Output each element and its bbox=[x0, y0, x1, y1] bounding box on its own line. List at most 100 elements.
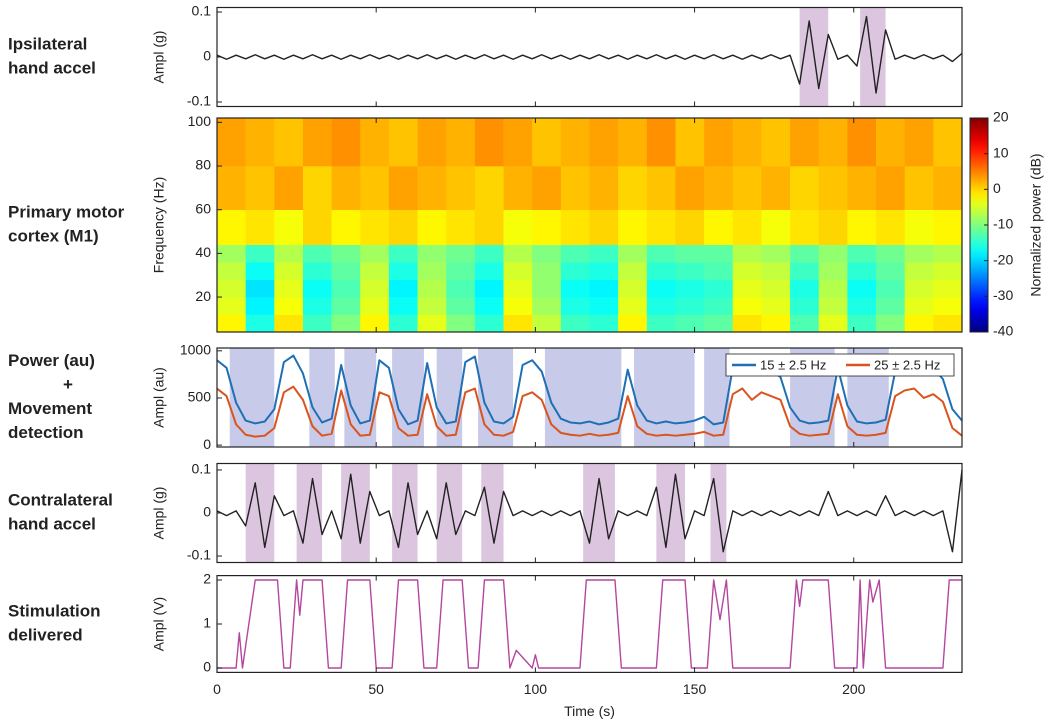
heatmap-cell bbox=[446, 244, 476, 263]
y-tick-label: 60 bbox=[195, 200, 211, 216]
heatmap-cell bbox=[302, 262, 332, 280]
heatmap-cell bbox=[331, 279, 361, 298]
heatmap-cell bbox=[217, 118, 246, 167]
panel-title: + bbox=[63, 375, 73, 394]
heatmap-cell bbox=[790, 244, 820, 263]
heatmap-cell bbox=[904, 244, 934, 263]
heatmap-cell bbox=[704, 314, 734, 333]
heatmap-cell bbox=[933, 314, 963, 333]
heatmap-cell bbox=[761, 297, 791, 315]
heatmap-cell bbox=[417, 314, 447, 333]
heatmap-cell bbox=[331, 297, 361, 315]
heatmap-cell bbox=[675, 262, 705, 280]
heatmap-cell bbox=[761, 118, 791, 167]
heatmap-cell bbox=[646, 279, 676, 298]
heatmap-cell bbox=[761, 166, 791, 211]
x-tick-label: 200 bbox=[842, 681, 866, 697]
x-tick-label: 150 bbox=[683, 681, 707, 697]
heatmap-cell bbox=[847, 244, 877, 263]
heatmap-cell bbox=[732, 314, 762, 333]
movement-period bbox=[436, 348, 463, 447]
y-tick-label: 1000 bbox=[180, 342, 211, 358]
heatmap-cell bbox=[589, 209, 619, 245]
heatmap-cell bbox=[704, 118, 734, 167]
heatmap-cell bbox=[876, 262, 905, 280]
heatmap-cell bbox=[474, 314, 504, 333]
heatmap-cell bbox=[847, 297, 877, 315]
heatmap-cell bbox=[245, 262, 275, 280]
heatmap-cell bbox=[532, 166, 562, 211]
heatmap-cell bbox=[274, 297, 304, 315]
y-tick-label: 1 bbox=[203, 615, 211, 631]
heatmap-cell bbox=[388, 118, 418, 167]
movement-period bbox=[704, 348, 730, 447]
heatmap-cell bbox=[675, 314, 705, 333]
heatmap-cell bbox=[302, 297, 332, 315]
heatmap-cell bbox=[388, 209, 418, 245]
heatmap-cell bbox=[217, 262, 246, 280]
colorbar-tick-label: -30 bbox=[993, 287, 1013, 303]
heatmap-cell bbox=[302, 166, 332, 211]
heatmap-cell bbox=[876, 209, 905, 245]
heatmap-cell bbox=[446, 166, 476, 211]
heatmap-cell bbox=[847, 262, 877, 280]
colorbar-label: Normalized power (dB) bbox=[1028, 153, 1044, 296]
heatmap-cell bbox=[560, 118, 590, 167]
heatmap-cell bbox=[474, 166, 504, 211]
heatmap-cell bbox=[646, 262, 676, 280]
heatmap-cell bbox=[245, 279, 275, 298]
colorbar-tick-label: -10 bbox=[993, 216, 1013, 232]
y-axis-label: Frequency (Hz) bbox=[151, 177, 167, 273]
heatmap-cell bbox=[331, 262, 361, 280]
heatmap-cell bbox=[302, 118, 332, 167]
heatmap-cell bbox=[274, 262, 304, 280]
heatmap-cell bbox=[876, 279, 905, 298]
heatmap-cell bbox=[790, 314, 820, 333]
heatmap-cell bbox=[933, 166, 963, 211]
heatmap-cell bbox=[417, 279, 447, 298]
heatmap-cell bbox=[217, 314, 246, 333]
heatmap-cell bbox=[388, 279, 418, 298]
heatmap-cell bbox=[302, 279, 332, 298]
movement-period bbox=[544, 348, 622, 447]
heatmap-cell bbox=[245, 244, 275, 263]
heatmap-cell bbox=[503, 297, 533, 315]
heatmap-cell bbox=[474, 209, 504, 245]
heatmap-cell bbox=[589, 314, 619, 333]
heatmap-cell bbox=[646, 166, 676, 211]
heatmap-cell bbox=[876, 297, 905, 315]
heatmap-cell bbox=[904, 166, 934, 211]
heatmap-cell bbox=[474, 118, 504, 167]
heatmap-cell bbox=[417, 262, 447, 280]
heatmap-cell bbox=[675, 166, 705, 211]
heatmap-cell bbox=[704, 279, 734, 298]
heatmap-cell bbox=[532, 244, 562, 263]
heatmap-cell bbox=[245, 314, 275, 333]
heatmap-cell bbox=[274, 314, 304, 333]
heatmap-cell bbox=[761, 244, 791, 263]
heatmap-cell bbox=[274, 118, 304, 167]
heatmap-cell bbox=[331, 244, 361, 263]
heatmap-cell bbox=[847, 209, 877, 245]
heatmap-cell bbox=[847, 279, 877, 298]
heatmap-cell bbox=[589, 262, 619, 280]
heatmap-cell bbox=[302, 244, 332, 263]
heatmap-cell bbox=[618, 262, 648, 280]
heatmap-cell bbox=[818, 209, 848, 245]
heatmap-cell bbox=[217, 166, 246, 211]
heatmap-cell bbox=[331, 118, 361, 167]
heatmap-cell bbox=[360, 209, 390, 245]
heatmap-cell bbox=[503, 209, 533, 245]
heatmap-cell bbox=[589, 166, 619, 211]
heatmap-cell bbox=[446, 262, 476, 280]
heatmap-cell bbox=[274, 166, 304, 211]
heatmap-cell bbox=[446, 297, 476, 315]
heatmap-cell bbox=[589, 118, 619, 167]
colorbar-tick-label: 0 bbox=[993, 180, 1001, 196]
y-axis-label: Ampl (g) bbox=[151, 487, 167, 540]
x-tick-label: 0 bbox=[213, 681, 221, 697]
heatmap-cell bbox=[761, 209, 791, 245]
y-axis-label: Ampl (V) bbox=[151, 597, 167, 651]
heatmap-cell bbox=[217, 297, 246, 315]
heatmap-cell bbox=[217, 244, 246, 263]
